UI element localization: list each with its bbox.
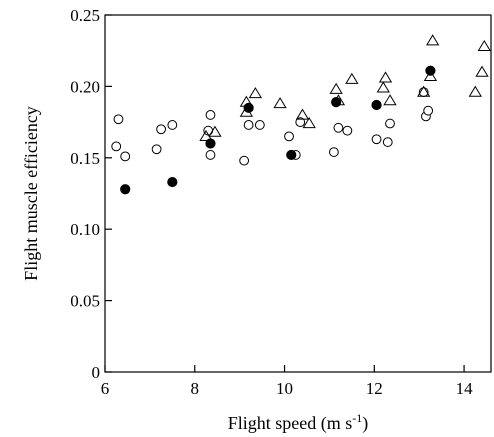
open-circle-point	[295, 117, 306, 127]
y-tick-label: 0.10	[70, 220, 100, 239]
filled-circle-point	[286, 149, 297, 161]
open-triangle-point	[477, 39, 491, 52]
open-triangle-point	[468, 85, 482, 97]
filled-circle-point	[371, 99, 382, 111]
open-triangle-point	[199, 129, 213, 142]
data-points	[111, 34, 491, 195]
open-triangle-point	[273, 97, 287, 109]
x-axis-title-main: Flight speed (m s	[228, 413, 353, 434]
y-tick-label: 0.05	[70, 292, 100, 311]
open-circle-point	[371, 134, 382, 145]
open-triangle-point	[345, 72, 359, 84]
open-triangle-point	[239, 105, 254, 117]
open-circle-point	[342, 125, 353, 136]
open-circle-point	[385, 118, 395, 129]
x-tick-label: 14	[456, 379, 474, 398]
open-triangle-point	[383, 94, 397, 106]
x-tick-label: 12	[366, 379, 383, 398]
open-circle-point	[243, 120, 254, 130]
open-circle-point	[254, 120, 265, 130]
open-circle-point	[239, 155, 250, 166]
open-circle-point	[333, 122, 344, 133]
open-triangle-point	[376, 81, 390, 93]
open-circle-point	[167, 120, 178, 130]
open-triangle-point	[302, 117, 316, 129]
open-circle-point	[423, 105, 434, 116]
x-axis-title: Flight speed (m s-1)	[228, 411, 369, 434]
open-circle-point	[284, 131, 294, 142]
open-triangle-point	[248, 87, 263, 99]
plot-border	[104, 14, 492, 373]
open-circle-point	[111, 141, 122, 152]
y-tick-label: 0.20	[70, 77, 100, 96]
open-circle-point	[329, 147, 339, 157]
open-triangle-point	[329, 82, 343, 94]
open-circle-point	[151, 144, 162, 155]
x-tick-label: 10	[276, 379, 293, 398]
tick-labels: 6 8 10 12 14 0 0.05 0.10 0.15 0.20 0.25	[70, 6, 473, 398]
y-tick-label: 0	[92, 363, 101, 382]
open-triangle-point	[295, 108, 310, 120]
open-triangle-point	[423, 69, 438, 82]
open-circle-point	[205, 150, 216, 160]
y-axis-title: Flight muscle efficiency	[21, 106, 41, 281]
x-tick-label: 8	[191, 379, 200, 398]
open-triangle-point	[378, 71, 393, 83]
filled-circle-point	[243, 102, 254, 113]
open-triangle-point	[425, 34, 440, 46]
open-circle-point	[120, 151, 131, 162]
open-triangle-point	[331, 94, 346, 106]
x-tick-label: 6	[101, 379, 110, 398]
x-axis-title-superscript: -1	[352, 411, 362, 425]
open-triangle-point	[475, 65, 489, 77]
filled-circle-point	[167, 176, 178, 188]
filled-circle-point	[120, 184, 131, 195]
plot-frame	[104, 14, 492, 373]
open-triangle-point	[417, 85, 431, 97]
open-circle-point	[205, 110, 216, 120]
open-triangle-point	[239, 95, 254, 107]
open-circle-point	[156, 124, 167, 135]
x-axis-title-close: )	[362, 413, 368, 434]
axis-ticks	[104, 14, 465, 373]
y-tick-label: 0.25	[70, 6, 100, 25]
open-circle-point	[382, 137, 393, 147]
y-tick-label: 0.15	[70, 149, 100, 168]
open-circle-point	[113, 114, 124, 125]
open-triangle-point	[208, 125, 222, 137]
